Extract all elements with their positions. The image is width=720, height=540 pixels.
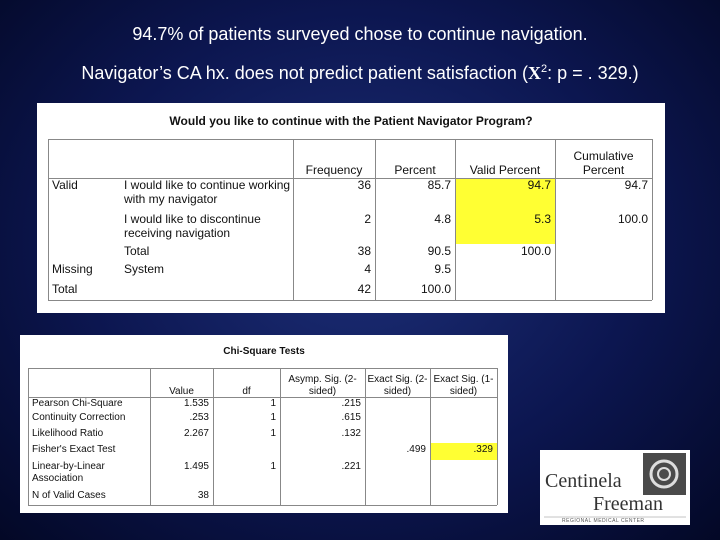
logo-icon <box>657 467 671 481</box>
row-label: I would like to discontinue receiving na… <box>124 212 261 240</box>
border <box>555 139 556 300</box>
logo-icon <box>643 453 686 495</box>
text: Navigator’s CA hx. does not predict pati… <box>81 63 528 83</box>
cell-value: 100.0 <box>520 244 551 258</box>
cell-value: 42 <box>357 282 371 296</box>
cell-value: 94.7 <box>527 178 551 192</box>
cell-value: .615 <box>341 412 361 423</box>
logo-tagline: REGIONAL MEDICAL CENTER <box>562 518 645 524</box>
cell-value: 38 <box>357 244 371 258</box>
row-label: Linear-by-Linear Association <box>32 461 105 484</box>
superscript: 2 <box>540 63 548 75</box>
border <box>28 397 497 398</box>
logo: Centinela Freeman REGIONAL MEDICAL CENTE… <box>540 450 690 525</box>
logo-text: Centinela <box>545 470 622 492</box>
cell-value: 1 <box>270 461 276 472</box>
logo-icon <box>649 459 679 489</box>
border <box>455 139 456 300</box>
border <box>280 368 281 505</box>
cell-value: 36 <box>357 178 371 192</box>
row-label: System <box>124 262 165 276</box>
cell-value: 1.535 <box>183 398 209 409</box>
border <box>28 368 29 505</box>
cell-value: 1.495 <box>183 461 209 472</box>
cell-value: .253 <box>189 412 209 423</box>
cell-value: 100.0 <box>420 282 451 296</box>
cell-value: .221 <box>341 461 361 472</box>
column-header: Cumulative Percent <box>573 149 634 178</box>
border <box>48 139 49 300</box>
column-header: Asymp. Sig. (2-sided) <box>288 374 357 397</box>
cell-value: 1 <box>270 398 276 409</box>
border <box>430 368 431 505</box>
border <box>28 505 497 506</box>
column-header: Percent <box>394 163 436 178</box>
logo-graphic <box>544 453 686 518</box>
cell-value: 100.0 <box>617 212 648 226</box>
cell-value: 1 <box>270 412 276 423</box>
cell-value: .499 <box>406 444 426 455</box>
cell-value: 90.5 <box>427 244 451 258</box>
table-panel: Chi-Square Tests Value df Asymp. Sig. (2-s… <box>20 335 508 513</box>
border <box>48 300 652 301</box>
row-label: Total <box>124 244 150 258</box>
cell-value: 2 <box>364 212 371 226</box>
table-title: Chi-Square Tests <box>223 346 305 357</box>
row-label: Pearson Chi-Square <box>32 398 123 409</box>
border <box>365 368 366 505</box>
row-label: Likelihood Ratio <box>32 428 104 439</box>
row-label: Continuity Correction <box>32 412 126 423</box>
text: : p = . 329.) <box>547 63 639 83</box>
table-title: Would you like to continue with the Pati… <box>169 114 533 128</box>
cell-value: 4 <box>364 262 371 276</box>
cell-value: 5.3 <box>534 212 551 226</box>
row-label: Fisher's Exact Test <box>32 444 116 455</box>
cell-value: 85.7 <box>427 178 451 192</box>
column-header: Value <box>169 385 194 397</box>
row-label: N of Valid Cases <box>32 490 106 501</box>
cell-value: .215 <box>341 398 361 409</box>
highlight <box>455 178 555 212</box>
row-label: Missing <box>52 262 93 276</box>
border <box>375 139 376 300</box>
column-header: Exact Sig. (2-sided) <box>367 374 428 397</box>
highlight <box>455 212 555 244</box>
border <box>48 178 652 179</box>
column-header: df <box>242 385 251 397</box>
cell-value: 2.267 <box>183 428 209 439</box>
cell-value: 9.5 <box>434 262 451 276</box>
cell-value: 4.8 <box>434 212 451 226</box>
cell-value: 1 <box>270 428 276 439</box>
border <box>150 368 151 505</box>
column-header: Frequency <box>305 163 363 178</box>
border <box>28 368 497 369</box>
cell-value: .132 <box>341 428 361 439</box>
cell-value: .329 <box>473 444 493 455</box>
row-label: Total <box>52 282 78 296</box>
subheading: Navigator’s CA hx. does not predict pati… <box>0 63 720 84</box>
border <box>48 139 652 140</box>
table-panel: Would you like to continue with the Pati… <box>37 103 665 313</box>
border <box>497 368 498 505</box>
heading: 94.7% of patients surveyed chose to cont… <box>132 24 588 44</box>
logo-text: Freeman <box>593 493 663 515</box>
column-header: Exact Sig. (1-sided) <box>433 374 494 397</box>
highlight <box>430 443 497 460</box>
symbol: X <box>527 63 541 83</box>
cell-value: 94.7 <box>624 178 648 192</box>
border <box>213 368 214 505</box>
border <box>652 139 653 300</box>
row-label: I would like to continue working with my… <box>124 178 291 206</box>
cell-value: 38 <box>197 490 209 501</box>
row-label: Valid <box>52 178 78 192</box>
border <box>293 139 294 300</box>
column-header: Valid Percent <box>469 163 541 178</box>
